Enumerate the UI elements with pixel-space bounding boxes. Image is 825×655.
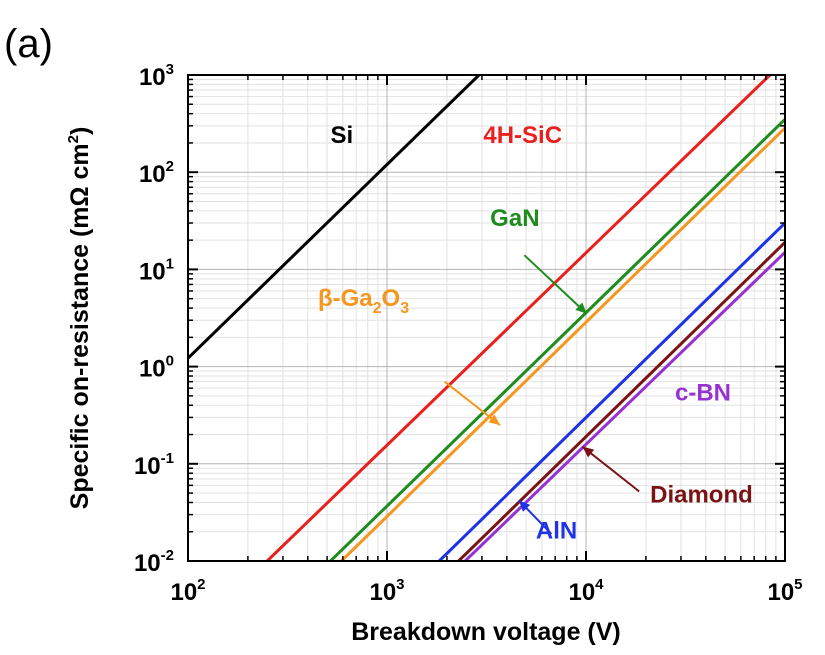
ga2o3-arrow-line	[444, 380, 501, 426]
y-tick-label: 100	[139, 353, 174, 383]
diamond-arrow-line	[581, 445, 640, 493]
gan-arrow-head	[575, 302, 587, 314]
series-line-si	[188, 75, 481, 360]
ga2o3-label: β-Ga2O3	[318, 285, 409, 317]
gan-arrow-line	[523, 254, 588, 315]
minor-grid	[188, 75, 785, 561]
y-tick-label: 10-2	[134, 547, 174, 577]
series-line-c-bn	[464, 251, 785, 561]
series-line--ga2o3	[340, 126, 785, 561]
y-axis-title: Specific on-resistance (mΩ cm2)	[65, 127, 94, 510]
y-tick-label: 101	[139, 255, 174, 285]
aln-arrow-head	[518, 500, 531, 512]
cbn-label: c-BN	[675, 379, 731, 406]
y-tick-labels: 10-2 10-1 100 101 102 103	[134, 61, 174, 577]
y-tick-label: 103	[139, 61, 174, 91]
y-tick-label: 10-1	[134, 450, 174, 480]
gan-label: GaN	[490, 205, 539, 232]
ga2o3-arrow-head	[488, 414, 501, 426]
series-line-gan	[329, 118, 785, 561]
sic-label: 4H-SiC	[483, 122, 562, 149]
x-tick-label: 104	[568, 576, 604, 606]
x-tick-label: 103	[369, 576, 404, 606]
diamond-label: Diamond	[650, 481, 753, 508]
annotations: Si 4H-SiC GaN β-Ga2O3 c-BN Diamond AlN	[318, 122, 753, 545]
plot-frame	[187, 74, 786, 562]
x-tick-label: 105	[767, 576, 802, 606]
x-axis-title: Breakdown voltage (V)	[351, 618, 621, 646]
series-layer	[188, 75, 785, 561]
series-line-diamond	[457, 241, 785, 561]
axis-ticks	[187, 74, 786, 562]
series-line-aln	[438, 221, 785, 561]
x-tick-label: 102	[170, 576, 205, 606]
diamond-arrow-head	[582, 446, 595, 458]
panel-label: (a)	[4, 22, 53, 66]
aln-label: AlN	[536, 518, 577, 545]
si-label: Si	[330, 122, 353, 149]
y-tick-label: 102	[139, 158, 174, 188]
series-line-4h-sic	[266, 75, 771, 561]
x-tick-labels: 102 103 104 105	[170, 576, 802, 606]
